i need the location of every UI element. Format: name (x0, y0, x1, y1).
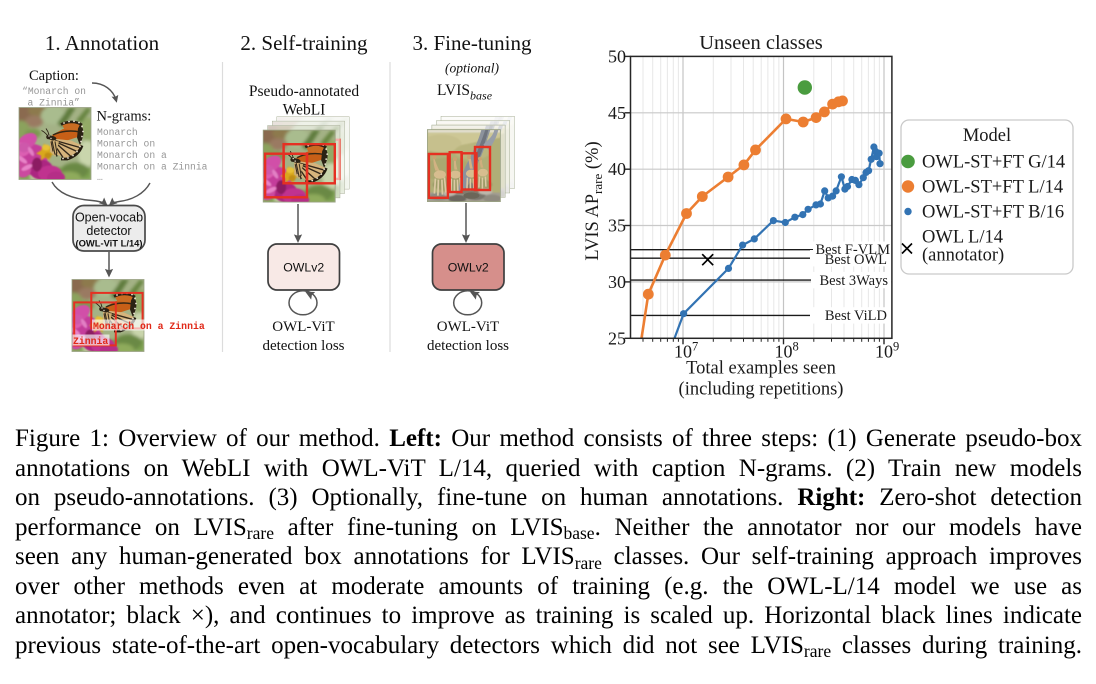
svg-text:10: 10 (775, 342, 793, 362)
svg-text:35: 35 (608, 216, 626, 236)
svg-text:OWL-ViT: OWL-ViT (272, 319, 334, 335)
svg-text:7: 7 (692, 340, 698, 354)
svg-text:Monarch on: Monarch on (97, 139, 155, 150)
svg-text:OWL-ST+FT B/16: OWL-ST+FT B/16 (922, 203, 1064, 223)
svg-text:10: 10 (674, 342, 692, 362)
svg-text:detection loss: detection loss (427, 338, 509, 354)
svg-text:detector: detector (86, 224, 131, 238)
svg-text:Monarch: Monarch (97, 127, 138, 138)
svg-text:10: 10 (875, 342, 893, 362)
svg-text:Open-vocab: Open-vocab (75, 211, 143, 225)
svg-text:N-grams:: N-grams: (97, 109, 152, 125)
svg-text:Monarch on a Zinnia: Monarch on a Zinnia (97, 162, 208, 173)
svg-text:9: 9 (893, 340, 899, 354)
svg-text:(OWL-ViT L/14): (OWL-ViT L/14) (75, 238, 142, 249)
svg-text:Caption:: Caption: (29, 68, 79, 84)
svg-text:Best F-VLM: Best F-VLM (815, 242, 890, 258)
svg-text:Best OWL: Best OWL (825, 252, 887, 268)
svg-text:(optional): (optional) (445, 61, 499, 76)
svg-text:3. Fine-tuning: 3. Fine-tuning (413, 31, 532, 55)
svg-text:(annotator): (annotator) (922, 246, 1004, 266)
svg-text:45: 45 (608, 103, 626, 123)
svg-text:LVISbase: LVISbase (437, 82, 493, 103)
svg-text:detection loss: detection loss (262, 338, 344, 354)
svg-text:…: … (97, 172, 103, 183)
svg-text:LVIS APrare (%): LVIS APrare (%) (583, 141, 605, 260)
svg-text:OWL L/14: OWL L/14 (922, 228, 1003, 248)
svg-text:Best ViLD: Best ViLD (825, 308, 887, 324)
svg-text:OWL-ViT: OWL-ViT (437, 319, 499, 335)
svg-text:Pseudo-annotated: Pseudo-annotated (249, 83, 359, 100)
svg-text:50: 50 (608, 46, 626, 66)
svg-text:(including repetitions): (including repetitions) (679, 380, 844, 400)
svg-text:OWL-ST+FT L/14: OWL-ST+FT L/14 (922, 178, 1063, 198)
svg-text:1. Annotation: 1. Annotation (45, 31, 160, 55)
svg-text:a Zinnia”: a Zinnia” (28, 98, 80, 109)
svg-text:WebLI: WebLI (283, 102, 326, 119)
svg-text:25: 25 (608, 328, 626, 348)
svg-text:Best 3Ways: Best 3Ways (819, 273, 888, 289)
svg-text:Monarch on a Zinnia: Monarch on a Zinnia (93, 321, 205, 332)
svg-text:OWLv2: OWLv2 (283, 261, 324, 275)
svg-text:30: 30 (608, 272, 626, 292)
svg-text:OWLv2: OWLv2 (448, 261, 489, 275)
svg-text:Zinnia: Zinnia (73, 336, 108, 347)
svg-text:Model: Model (963, 126, 1011, 146)
svg-text:40: 40 (608, 159, 626, 179)
svg-text:Unseen classes: Unseen classes (699, 32, 823, 54)
svg-text:8: 8 (793, 340, 799, 354)
svg-text:2. Self-training: 2. Self-training (240, 31, 368, 55)
svg-text:OWL-ST+FT G/14: OWL-ST+FT G/14 (922, 153, 1065, 173)
svg-text:Total examples seen: Total examples seen (686, 359, 836, 379)
svg-text:“Monarch on: “Monarch on (22, 86, 86, 97)
svg-text:Monarch on a: Monarch on a (97, 150, 167, 161)
